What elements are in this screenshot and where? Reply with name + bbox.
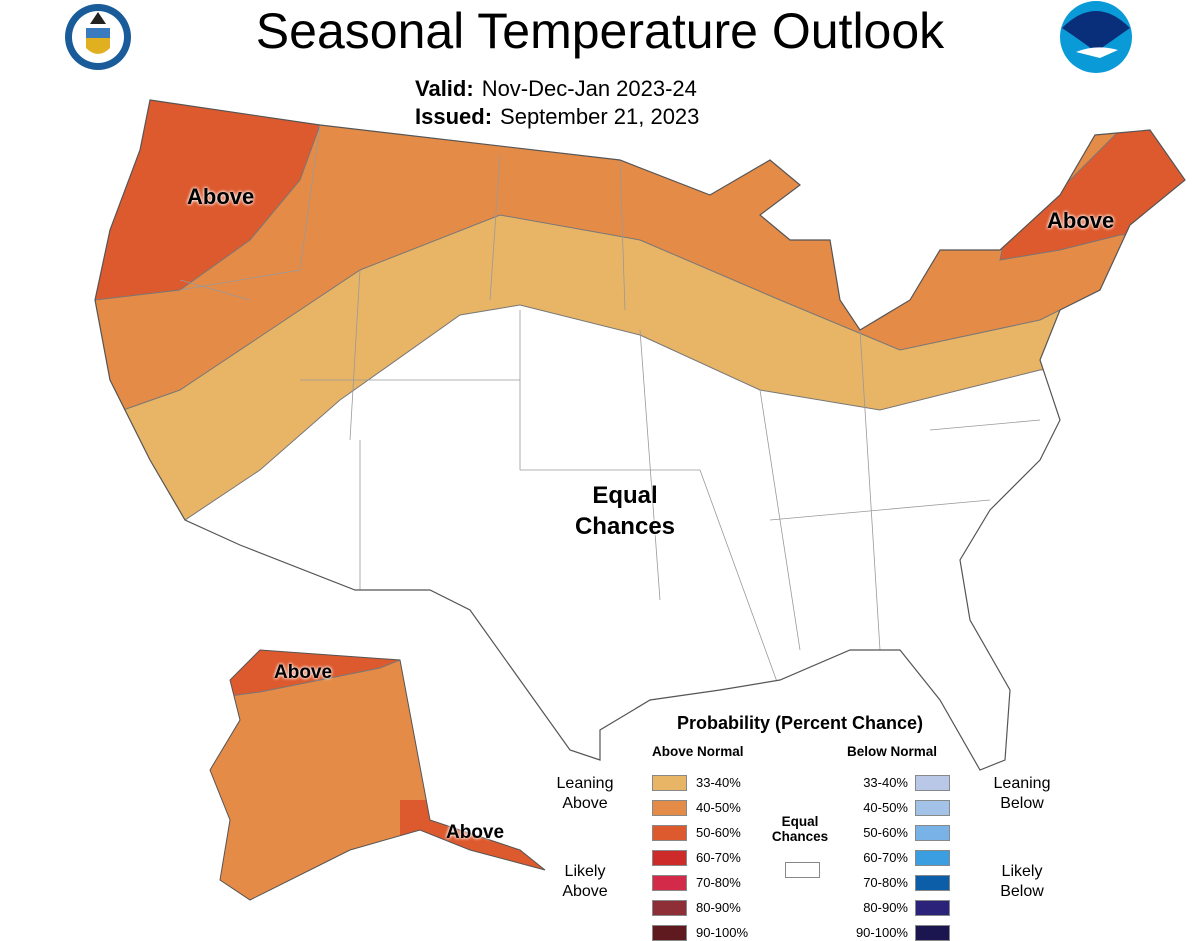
legend-label-above-2: 50-60% bbox=[696, 825, 741, 840]
label-above-northeast: Above bbox=[1047, 208, 1115, 233]
issued-line: Issued: September 21, 2023 bbox=[415, 104, 699, 130]
legend-swatch-above-4 bbox=[652, 875, 687, 891]
legend-equal-chances: Equal Chances bbox=[771, 814, 829, 844]
label-equal: Equal bbox=[592, 482, 658, 509]
label-equal-chances: Equal Chances bbox=[560, 480, 690, 542]
valid-value: Nov-Dec-Jan 2023-24 bbox=[481, 76, 697, 101]
legend-swatch-below-1 bbox=[915, 800, 950, 816]
legend-label-above-1: 40-50% bbox=[696, 800, 741, 815]
legend-label-below-2: 50-60% bbox=[863, 825, 908, 840]
legend-leaning-below: Leaning Below bbox=[993, 775, 1051, 812]
legend-swatch-below-3 bbox=[915, 850, 950, 866]
legend-swatch-above-6 bbox=[652, 925, 687, 941]
legend-likely-above: Likely Above bbox=[562, 863, 608, 900]
legend-swatch-above-2 bbox=[652, 825, 687, 841]
legend-swatch-below-4 bbox=[915, 875, 950, 891]
page-title: Seasonal Temperature Outlook bbox=[255, 3, 945, 59]
legend-swatch-above-1 bbox=[652, 800, 687, 816]
legend-label-below-1: 40-50% bbox=[863, 800, 908, 815]
legend-label-below-6: 90-100% bbox=[855, 925, 908, 940]
legend-label-below-4: 70-80% bbox=[863, 875, 908, 890]
label-above-alaska-north: Above bbox=[274, 662, 333, 683]
legend-swatch-below-5 bbox=[915, 900, 950, 916]
noaa-logo bbox=[1060, 1, 1132, 73]
valid-label: Valid: bbox=[415, 76, 474, 101]
legend-label-above-5: 80-90% bbox=[696, 900, 741, 915]
legend-label-above-6: 90-100% bbox=[696, 925, 749, 940]
legend-label-above-3: 60-70% bbox=[696, 850, 741, 865]
legend-swatch-below-2 bbox=[915, 825, 950, 841]
legend-swatch-below-6 bbox=[915, 925, 950, 941]
label-above-northwest: Above bbox=[187, 184, 255, 209]
issued-value: September 21, 2023 bbox=[500, 104, 700, 129]
legend-swatch-above-3 bbox=[652, 850, 687, 866]
legend-likely-below: Likely Below bbox=[1000, 863, 1044, 900]
label-chances: Chances bbox=[574, 513, 676, 540]
legend-label-above-0: 33-40% bbox=[696, 775, 741, 790]
doc-seal-logo bbox=[65, 4, 131, 70]
label-above-alaska-southeast: Above bbox=[446, 822, 505, 843]
legend-swatch-below-0 bbox=[915, 775, 950, 791]
issued-label: Issued: bbox=[415, 104, 493, 129]
valid-line: Valid: Nov-Dec-Jan 2023-24 bbox=[415, 76, 697, 102]
legend-label-above-4: 70-80% bbox=[696, 875, 741, 890]
legend-below-header: Below Normal bbox=[847, 744, 938, 759]
legend-title: Probability (Percent Chance) bbox=[676, 713, 924, 733]
legend-swatch-above-0 bbox=[652, 775, 687, 791]
region-likely-above-ne bbox=[999, 100, 1185, 261]
legend-swatch-equal bbox=[785, 862, 820, 878]
legend-swatch-above-5 bbox=[652, 900, 687, 916]
legend-leaning-above: Leaning Above bbox=[556, 775, 614, 812]
legend-label-below-5: 80-90% bbox=[863, 900, 908, 915]
legend-label-below-3: 60-70% bbox=[863, 850, 908, 865]
legend-label-below-0: 33-40% bbox=[863, 775, 908, 790]
legend-above-header: Above Normal bbox=[652, 744, 744, 759]
